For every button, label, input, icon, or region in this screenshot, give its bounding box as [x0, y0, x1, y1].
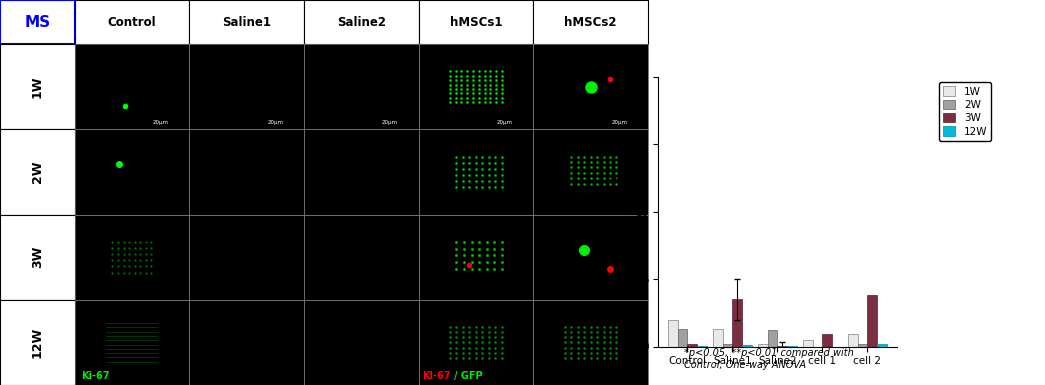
- Legend: 1W, 2W, 3W, 12W: 1W, 2W, 3W, 12W: [938, 82, 992, 141]
- Bar: [723, 344, 733, 346]
- Bar: [678, 329, 688, 347]
- Bar: [419, 129, 533, 215]
- Bar: [0, 300, 74, 385]
- Text: *p<0.05, **p<0.01 compared with
Control, One-way ANOVA: *p<0.05, **p<0.01 compared with Control,…: [684, 348, 854, 370]
- Text: / GFP: / GFP: [455, 371, 483, 381]
- Text: 20μm: 20μm: [268, 120, 283, 125]
- Bar: [877, 344, 886, 346]
- Bar: [0, 44, 74, 129]
- Bar: [742, 345, 751, 346]
- Text: Saline1: Saline1: [222, 16, 271, 28]
- Bar: [74, 44, 189, 129]
- Bar: [419, 0, 533, 44]
- Text: MS: MS: [24, 15, 50, 30]
- Bar: [714, 329, 723, 347]
- Bar: [0, 215, 74, 300]
- Bar: [419, 300, 533, 385]
- Bar: [304, 0, 419, 44]
- Bar: [768, 330, 777, 346]
- Bar: [533, 44, 648, 129]
- Bar: [419, 44, 533, 129]
- Text: 20μm: 20μm: [496, 120, 512, 125]
- Bar: [849, 334, 858, 346]
- Bar: [189, 44, 304, 129]
- Text: Ki-67: Ki-67: [82, 371, 110, 381]
- Bar: [822, 334, 832, 346]
- Text: Saline2: Saline2: [336, 16, 386, 28]
- Bar: [189, 215, 304, 300]
- Bar: [304, 129, 419, 215]
- Bar: [867, 295, 877, 346]
- Bar: [533, 300, 648, 385]
- Bar: [858, 345, 867, 346]
- Bar: [759, 345, 768, 346]
- Bar: [74, 0, 189, 44]
- Y-axis label: Ki67+ cells #
/ microsopic field: Ki67+ cells # / microsopic field: [611, 164, 632, 259]
- Text: Control: Control: [108, 16, 156, 28]
- Bar: [0, 129, 74, 215]
- Text: KI-67: KI-67: [422, 371, 450, 381]
- Text: hMSCs2: hMSCs2: [564, 16, 617, 28]
- Bar: [304, 300, 419, 385]
- Text: 2W: 2W: [30, 161, 44, 183]
- Bar: [533, 0, 648, 44]
- Text: 20μm: 20μm: [611, 120, 627, 125]
- Text: 20μm: 20μm: [381, 120, 398, 125]
- Text: hMSCs1: hMSCs1: [449, 16, 503, 28]
- Bar: [304, 215, 419, 300]
- Bar: [74, 129, 189, 215]
- Bar: [669, 320, 678, 347]
- Bar: [189, 0, 304, 44]
- Bar: [419, 215, 533, 300]
- Bar: [304, 44, 419, 129]
- Bar: [189, 300, 304, 385]
- Text: 1W: 1W: [30, 75, 44, 98]
- Text: 3W: 3W: [30, 246, 44, 268]
- Bar: [189, 129, 304, 215]
- Bar: [533, 129, 648, 215]
- Bar: [74, 300, 189, 385]
- Bar: [0, 0, 74, 44]
- Text: 12W: 12W: [30, 327, 44, 358]
- Bar: [804, 340, 813, 346]
- Bar: [733, 300, 742, 346]
- Bar: [533, 215, 648, 300]
- Bar: [688, 344, 697, 346]
- Bar: [74, 215, 189, 300]
- Text: 20μm: 20μm: [153, 120, 168, 125]
